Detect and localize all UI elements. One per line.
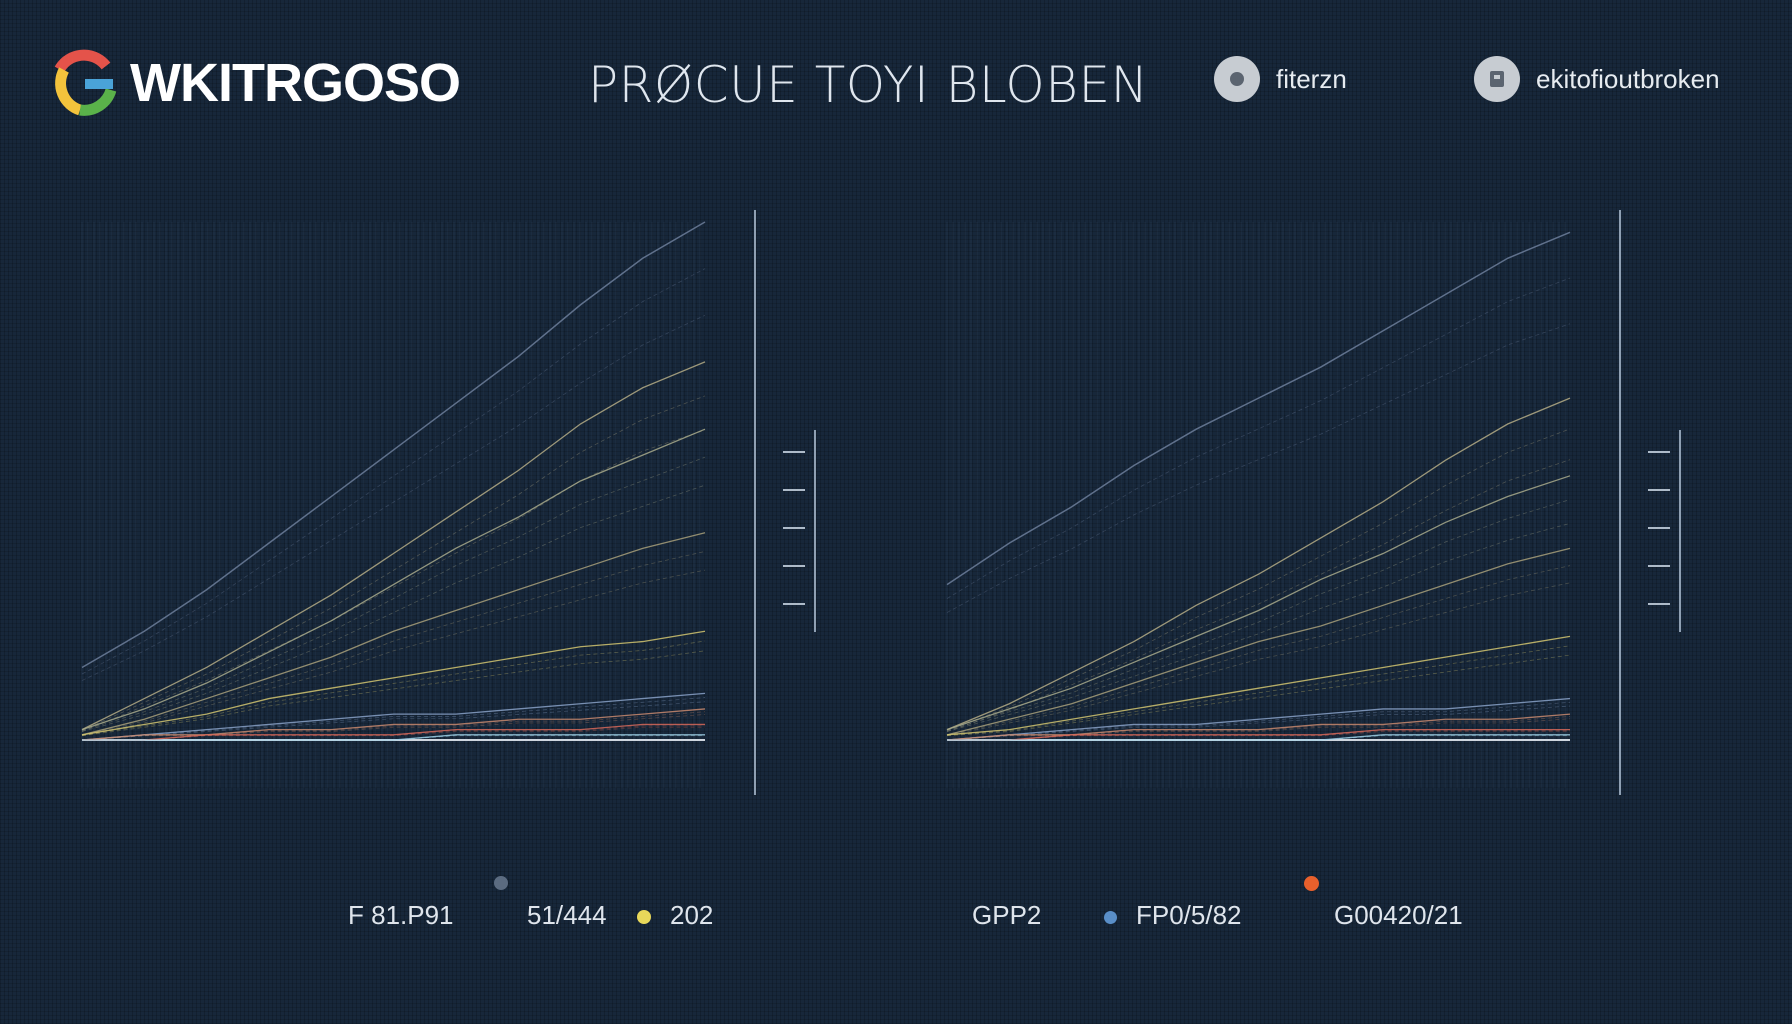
series-line [946,475,1571,731]
series-line-faint [946,582,1571,737]
series-line [82,734,705,741]
series-line-faint [81,268,706,675]
legend-right-item-3: G00420/21 [1334,900,1463,930]
series-line [82,723,705,741]
series-line-faint [946,522,1571,732]
legend-right-marker-1 [1104,911,1117,924]
series-line [946,397,1571,731]
top-bar: WKITRGOSO PRØCUE TOYI BLOBEN fiterzn eki… [0,0,1792,170]
filter-label: fiterzn [1276,63,1347,94]
series-line-faint [81,701,706,741]
filter-button[interactable]: fiterzn [1214,56,1347,102]
series-line [946,635,1571,736]
series-line-faint [947,731,1570,741]
legend-left-item-2: 51/444 [527,900,607,930]
series-line-faint [81,429,706,732]
legend-left-marker-2 [637,910,651,924]
series-line [81,708,706,741]
series-line-faint [946,565,1571,736]
series-line-faint [81,484,706,732]
series-line [946,547,1571,736]
series-line [81,221,706,669]
user-label: ekitofioutbroken [1536,63,1720,94]
series-line [81,532,706,736]
series-line-faint [81,314,706,681]
series-line-faint [946,499,1571,731]
series-line-faint [946,718,1571,741]
series-line-faint [82,734,705,741]
series-line-faint [81,569,706,737]
filter-icon [1214,56,1260,102]
user-menu-button[interactable]: ekitofioutbroken [1474,56,1720,102]
series-line-faint [946,459,1571,732]
series-line-faint [81,714,706,741]
series-line [947,728,1570,741]
series-line-faint [947,730,1570,741]
series-line [81,630,706,736]
line-chart-left [81,210,816,795]
series-line [946,697,1571,741]
legend-left-item-1: F 81.P91 [348,900,454,930]
series-line-faint [946,716,1571,741]
series-line-faint [946,428,1571,731]
legend-left-marker-1 [494,876,508,890]
series-line-faint [946,323,1571,613]
series-line-faint [81,650,706,737]
legend-right-item-1: GPP2 [972,900,1042,930]
series-line [946,713,1571,741]
series-line [81,361,706,731]
app-logo[interactable]: WKITRGOSO [50,48,461,118]
series-line-faint [946,705,1571,741]
series-line-faint [82,735,705,741]
series-line-faint [81,395,706,731]
series-line [81,692,706,741]
logo-text: WKITRGOSO [130,53,461,113]
series-line [81,428,706,731]
logo-g-icon [50,49,117,117]
series-line-faint [947,734,1570,741]
series-line-faint [947,735,1570,741]
series-line-faint [946,701,1571,741]
series-line-faint [81,551,706,736]
series-line-faint [82,725,705,741]
series-line-faint [81,640,706,736]
legend-right-marker-2 [1304,876,1319,891]
legend-right-item-2: FP0/5/82 [1136,900,1242,930]
series-line [946,231,1571,586]
series-line-faint [946,277,1571,599]
series-line-faint [82,726,705,741]
legend-left-item-3: 202 [670,900,714,930]
page-title: PRØCUE TOYI BLOBEN [588,56,1149,114]
series-line-faint [81,697,706,741]
series-line-faint [81,711,706,741]
series-line-faint [81,456,706,731]
user-avatar-icon [1474,56,1520,102]
line-chart-right [946,210,1681,795]
series-line [947,734,1570,741]
